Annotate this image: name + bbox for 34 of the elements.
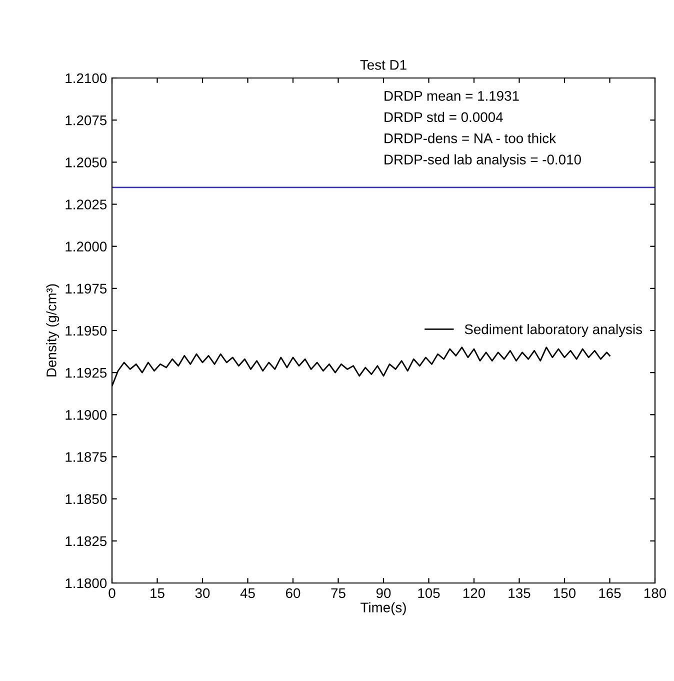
x-tick-label: 90	[376, 588, 391, 598]
annotation: DRDP std = 0.0004	[384, 112, 503, 122]
y-tick-label: 1.2100	[66, 73, 107, 84]
x-tick-label: 105	[418, 588, 440, 598]
x-tick-label: 120	[463, 588, 486, 598]
x-tick-label: 60	[286, 588, 300, 598]
annotation: DRDP mean = 1.1931	[384, 90, 519, 101]
annotation: DRDP-dens = NA - too thick	[384, 133, 556, 144]
x-axis-title: Time(s)	[360, 602, 406, 616]
y-tick-label: 1.1800	[66, 578, 107, 588]
x-tick-label: 165	[599, 588, 621, 598]
y-tick-label: 1.1925	[66, 368, 107, 378]
x-tick-label: 45	[240, 588, 255, 598]
y-tick-label: 1.1875	[66, 452, 107, 462]
y-tick-label: 1.1975	[66, 284, 107, 294]
y-tick-label: 1.1850	[66, 494, 107, 504]
y-tick-label: 1.1900	[66, 410, 107, 420]
x-tick-label: 150	[554, 588, 576, 598]
chart-title: Test D1	[360, 60, 406, 70]
x-tick-label: 75	[331, 588, 346, 598]
y-tick-label: 1.2075	[66, 115, 107, 126]
y-tick-label: 1.1950	[66, 326, 107, 336]
y-tick-label: 1.2025	[66, 200, 107, 210]
legend-label: Sediment laboratory analysis	[464, 324, 642, 337]
x-tick-label: 180	[644, 588, 666, 598]
y-axis-title: Density (g/cm³)	[46, 284, 60, 376]
x-tick-label: 135	[508, 588, 530, 598]
y-tick-label: 1.1825	[66, 536, 107, 546]
y-tick-label: 1.2050	[66, 158, 107, 168]
x-tick-label: 30	[195, 588, 210, 598]
x-tick-label: 15	[150, 588, 164, 598]
annotation: DRDP-sed lab analysis = -0.010	[384, 154, 581, 168]
y-tick-label: 1.2000	[66, 242, 107, 252]
x-tick-label: 0	[108, 588, 116, 598]
